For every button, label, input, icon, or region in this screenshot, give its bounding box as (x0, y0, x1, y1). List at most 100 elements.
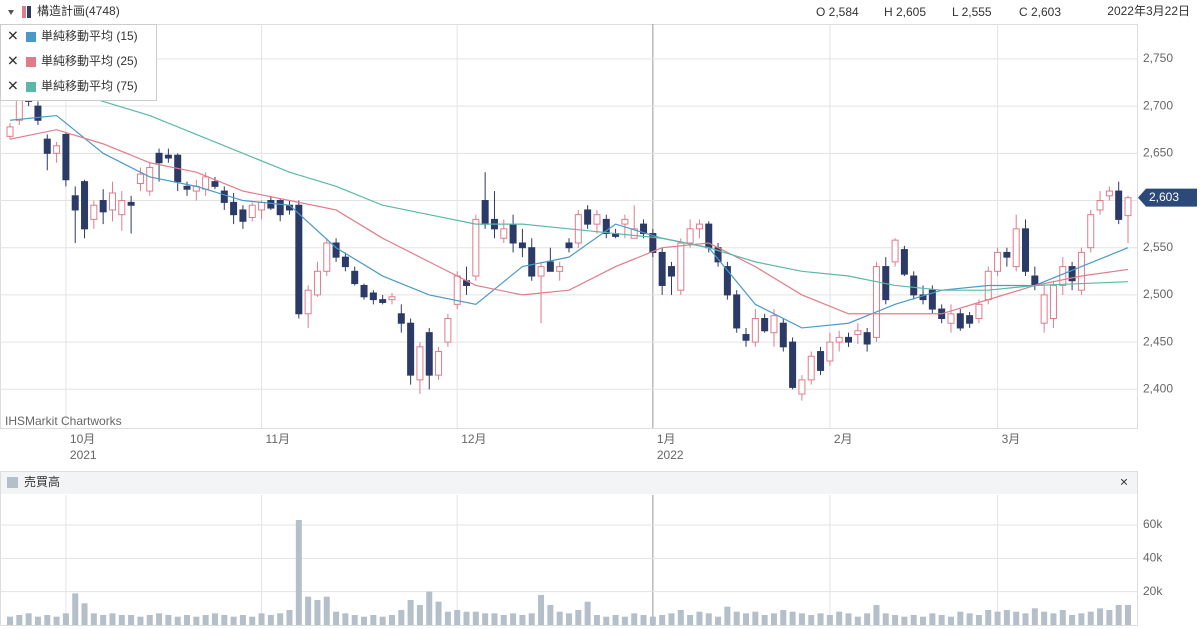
volume-bar (361, 616, 368, 625)
volume-bar (333, 611, 340, 625)
candle-body (649, 233, 657, 253)
candle-body (276, 200, 284, 216)
volume-bar (295, 520, 302, 625)
volume-bar (687, 615, 694, 625)
candle-body (416, 346, 424, 381)
volume-bar (957, 611, 964, 625)
candle-body (723, 266, 731, 296)
candle-body (928, 289, 936, 310)
volume-bar (1050, 613, 1057, 625)
y-tick-label: 2,700 (1143, 98, 1173, 112)
candle-body (481, 200, 489, 225)
volume-bar (612, 615, 619, 625)
candle-body (6, 126, 14, 137)
volume-bar (81, 603, 88, 625)
candle-body (444, 318, 452, 343)
volume-bar (323, 596, 330, 625)
volume-frame (0, 471, 1138, 626)
candle-body (1022, 228, 1030, 272)
volume-bar (53, 616, 60, 625)
candle-body (677, 242, 685, 291)
volume-bar (100, 615, 107, 625)
volume-bar (174, 616, 181, 625)
date: 2022年3月22日 (1107, 4, 1190, 18)
volume-bar (947, 616, 954, 625)
candle-body (518, 242, 526, 249)
volume-bar (1003, 610, 1010, 625)
volume-bar (743, 613, 750, 625)
ohlc-open: O 2,584 (816, 5, 859, 19)
x-tick-label: 10月 (70, 432, 95, 446)
ohlc-high: H 2,605 (884, 5, 926, 19)
candle-body (472, 218, 480, 277)
candle-body (183, 185, 191, 190)
volume-bar (789, 611, 796, 625)
candle-body (863, 332, 871, 345)
candle-body (379, 299, 387, 303)
legend-swatch (26, 82, 36, 92)
volume-bar (808, 615, 815, 625)
volume-bar (966, 613, 973, 625)
volume-bar (575, 610, 582, 625)
candle-body (733, 294, 741, 329)
remove-icon: ✕ (7, 78, 19, 94)
candle-body (640, 223, 648, 235)
candle-body (966, 315, 974, 324)
volume-bar (342, 613, 349, 625)
dropdown-icon[interactable] (8, 10, 14, 15)
volume-bar (202, 615, 209, 625)
volume-header (1, 472, 1137, 494)
candle-body (267, 200, 275, 209)
y-tick-label: 2,500 (1143, 287, 1173, 301)
volume-bar (873, 605, 880, 625)
candle-body (509, 223, 517, 244)
candle-body (667, 266, 675, 277)
volume-bar (733, 611, 740, 625)
candle-body (891, 239, 899, 263)
price-tag (1138, 188, 1197, 207)
candle-body (230, 201, 238, 216)
volume-bar (118, 615, 125, 625)
candle-body (500, 228, 508, 239)
candle-body (313, 270, 321, 296)
volume-bar (221, 615, 228, 625)
volume-bar (1069, 615, 1076, 625)
volume-bar (258, 613, 265, 625)
volume-bar (761, 615, 768, 625)
candle-body (34, 105, 42, 121)
volume-bar (351, 615, 358, 625)
candle-body (304, 289, 312, 315)
candle-body (854, 330, 862, 336)
candle-body (947, 313, 955, 324)
legend-swatch (26, 57, 36, 67)
volume-bar (388, 615, 395, 625)
volume-bar (7, 616, 13, 625)
candle-body (537, 266, 545, 277)
candle-body (62, 133, 70, 181)
candle-body (1105, 190, 1113, 197)
volume-bar (137, 616, 144, 625)
candle-body (108, 192, 116, 211)
watermark: IHSMarkit Chartworks (5, 414, 122, 428)
volume-bar (109, 613, 116, 625)
volume-bar (1059, 610, 1066, 625)
candle-body (1124, 197, 1132, 217)
close-button[interactable]: × (1120, 474, 1128, 490)
candle-body (770, 315, 778, 334)
volume-bar (398, 610, 405, 625)
candle-body (695, 223, 703, 230)
x-tick-label: 11月 (266, 432, 290, 446)
candle-body (1003, 251, 1011, 258)
volume-bar (165, 615, 172, 625)
volume-bar (230, 616, 237, 625)
candle-body (1087, 214, 1095, 249)
volume-bar (184, 615, 191, 625)
candle-body (202, 176, 210, 190)
volume-bar (72, 593, 79, 625)
ohlc-low: L 2,555 (952, 5, 992, 19)
volume-bar (640, 615, 647, 625)
volume-bar (892, 615, 899, 625)
candle-body (686, 228, 694, 244)
candle-body (248, 204, 256, 219)
